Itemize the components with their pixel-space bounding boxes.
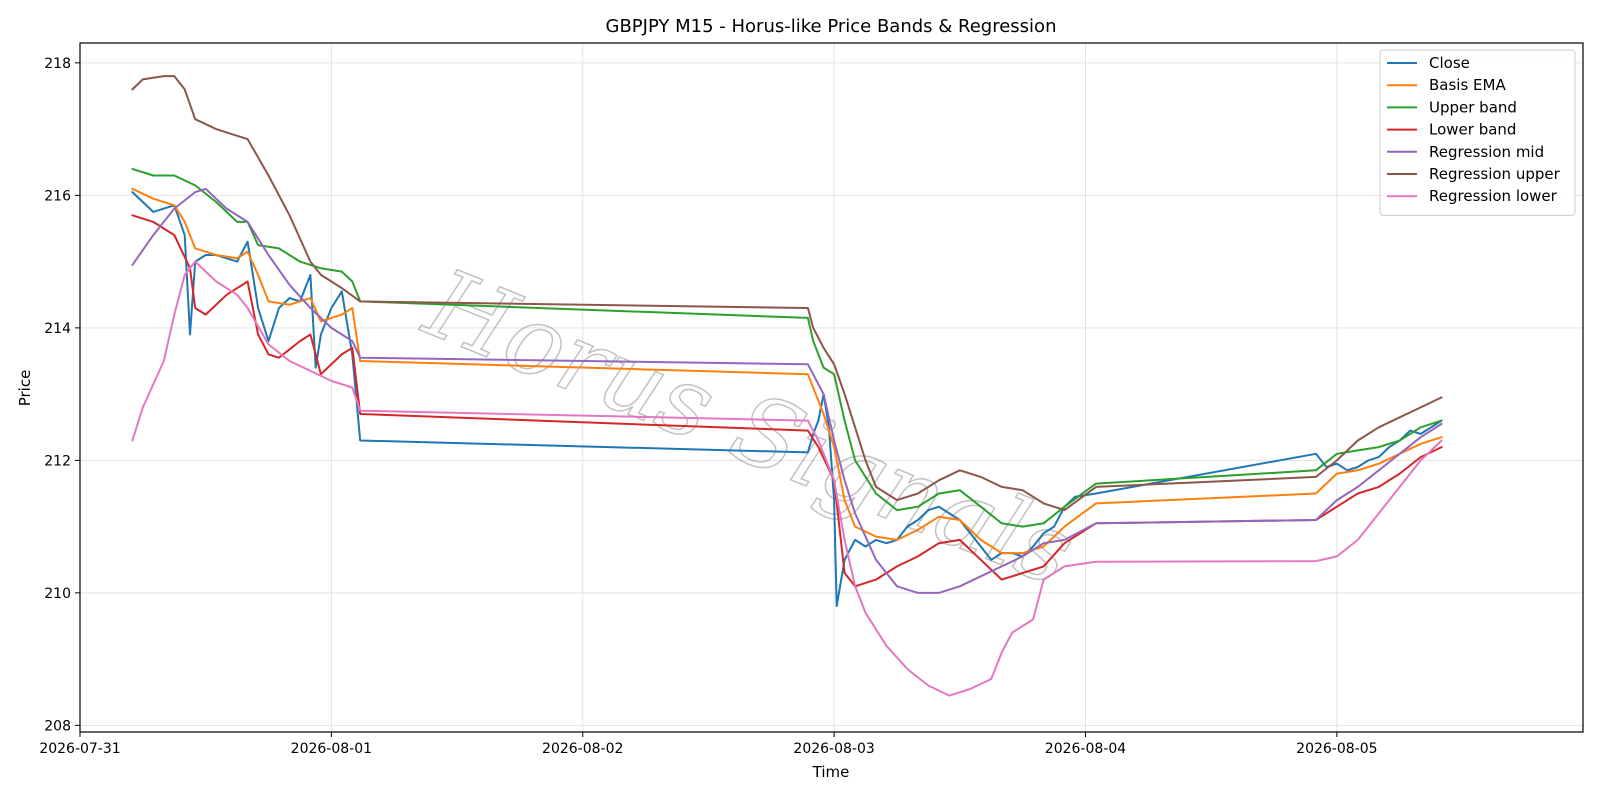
legend-box [1379, 49, 1576, 216]
grid [79, 43, 1583, 732]
y-tick-label: 208 [44, 718, 71, 734]
legend: Close Basis EMA Upper band Lower band Regres… [1379, 49, 1576, 216]
series-line-regression-lower [131, 260, 1443, 697]
legend-entry: Close [1429, 54, 1470, 72]
x-tick-label: 2026-08-05 [1296, 741, 1377, 757]
y-axis-label: Price [16, 370, 34, 407]
legend-entry: Regression lower [1429, 187, 1558, 205]
series-lines [131, 75, 1443, 697]
legend-entry: Lower band [1429, 121, 1516, 139]
legend-entry: Regression mid [1429, 143, 1544, 161]
legend-entry: Basis EMA [1429, 76, 1506, 94]
legend-entry: Upper band [1429, 98, 1517, 116]
plot-frame [79, 42, 1584, 733]
x-tick-label: 2026-07-31 [39, 741, 120, 757]
chart-title: GBPJPY M15 - Horus-like Price Bands & Re… [606, 16, 1057, 37]
x-tick-label: 2026-08-04 [1045, 741, 1126, 757]
x-tick-label: 2026-08-03 [793, 741, 874, 757]
series-line-regression-upper [131, 75, 1443, 512]
x-tick-label: 2026-08-02 [542, 741, 623, 757]
y-tick-label: 216 [44, 188, 71, 204]
y-tick-label: 210 [44, 586, 71, 602]
x-axis-label: Time [812, 763, 850, 781]
y-tick-label: 218 [44, 56, 71, 72]
x-axis-ticks: 2026-07-31 2026-08-01 2026-08-02 2026-08-03… [39, 732, 1378, 757]
y-axis-ticks: 208 210 212 214 216 218 [44, 56, 80, 734]
y-tick-label: 212 [44, 453, 71, 469]
series-line-regression-mid [131, 187, 1443, 594]
series-line-basis-ema [131, 187, 1443, 555]
x-tick-label: 2026-08-01 [291, 741, 372, 757]
y-tick-label: 214 [44, 321, 71, 337]
legend-entry: Regression upper [1429, 165, 1561, 183]
